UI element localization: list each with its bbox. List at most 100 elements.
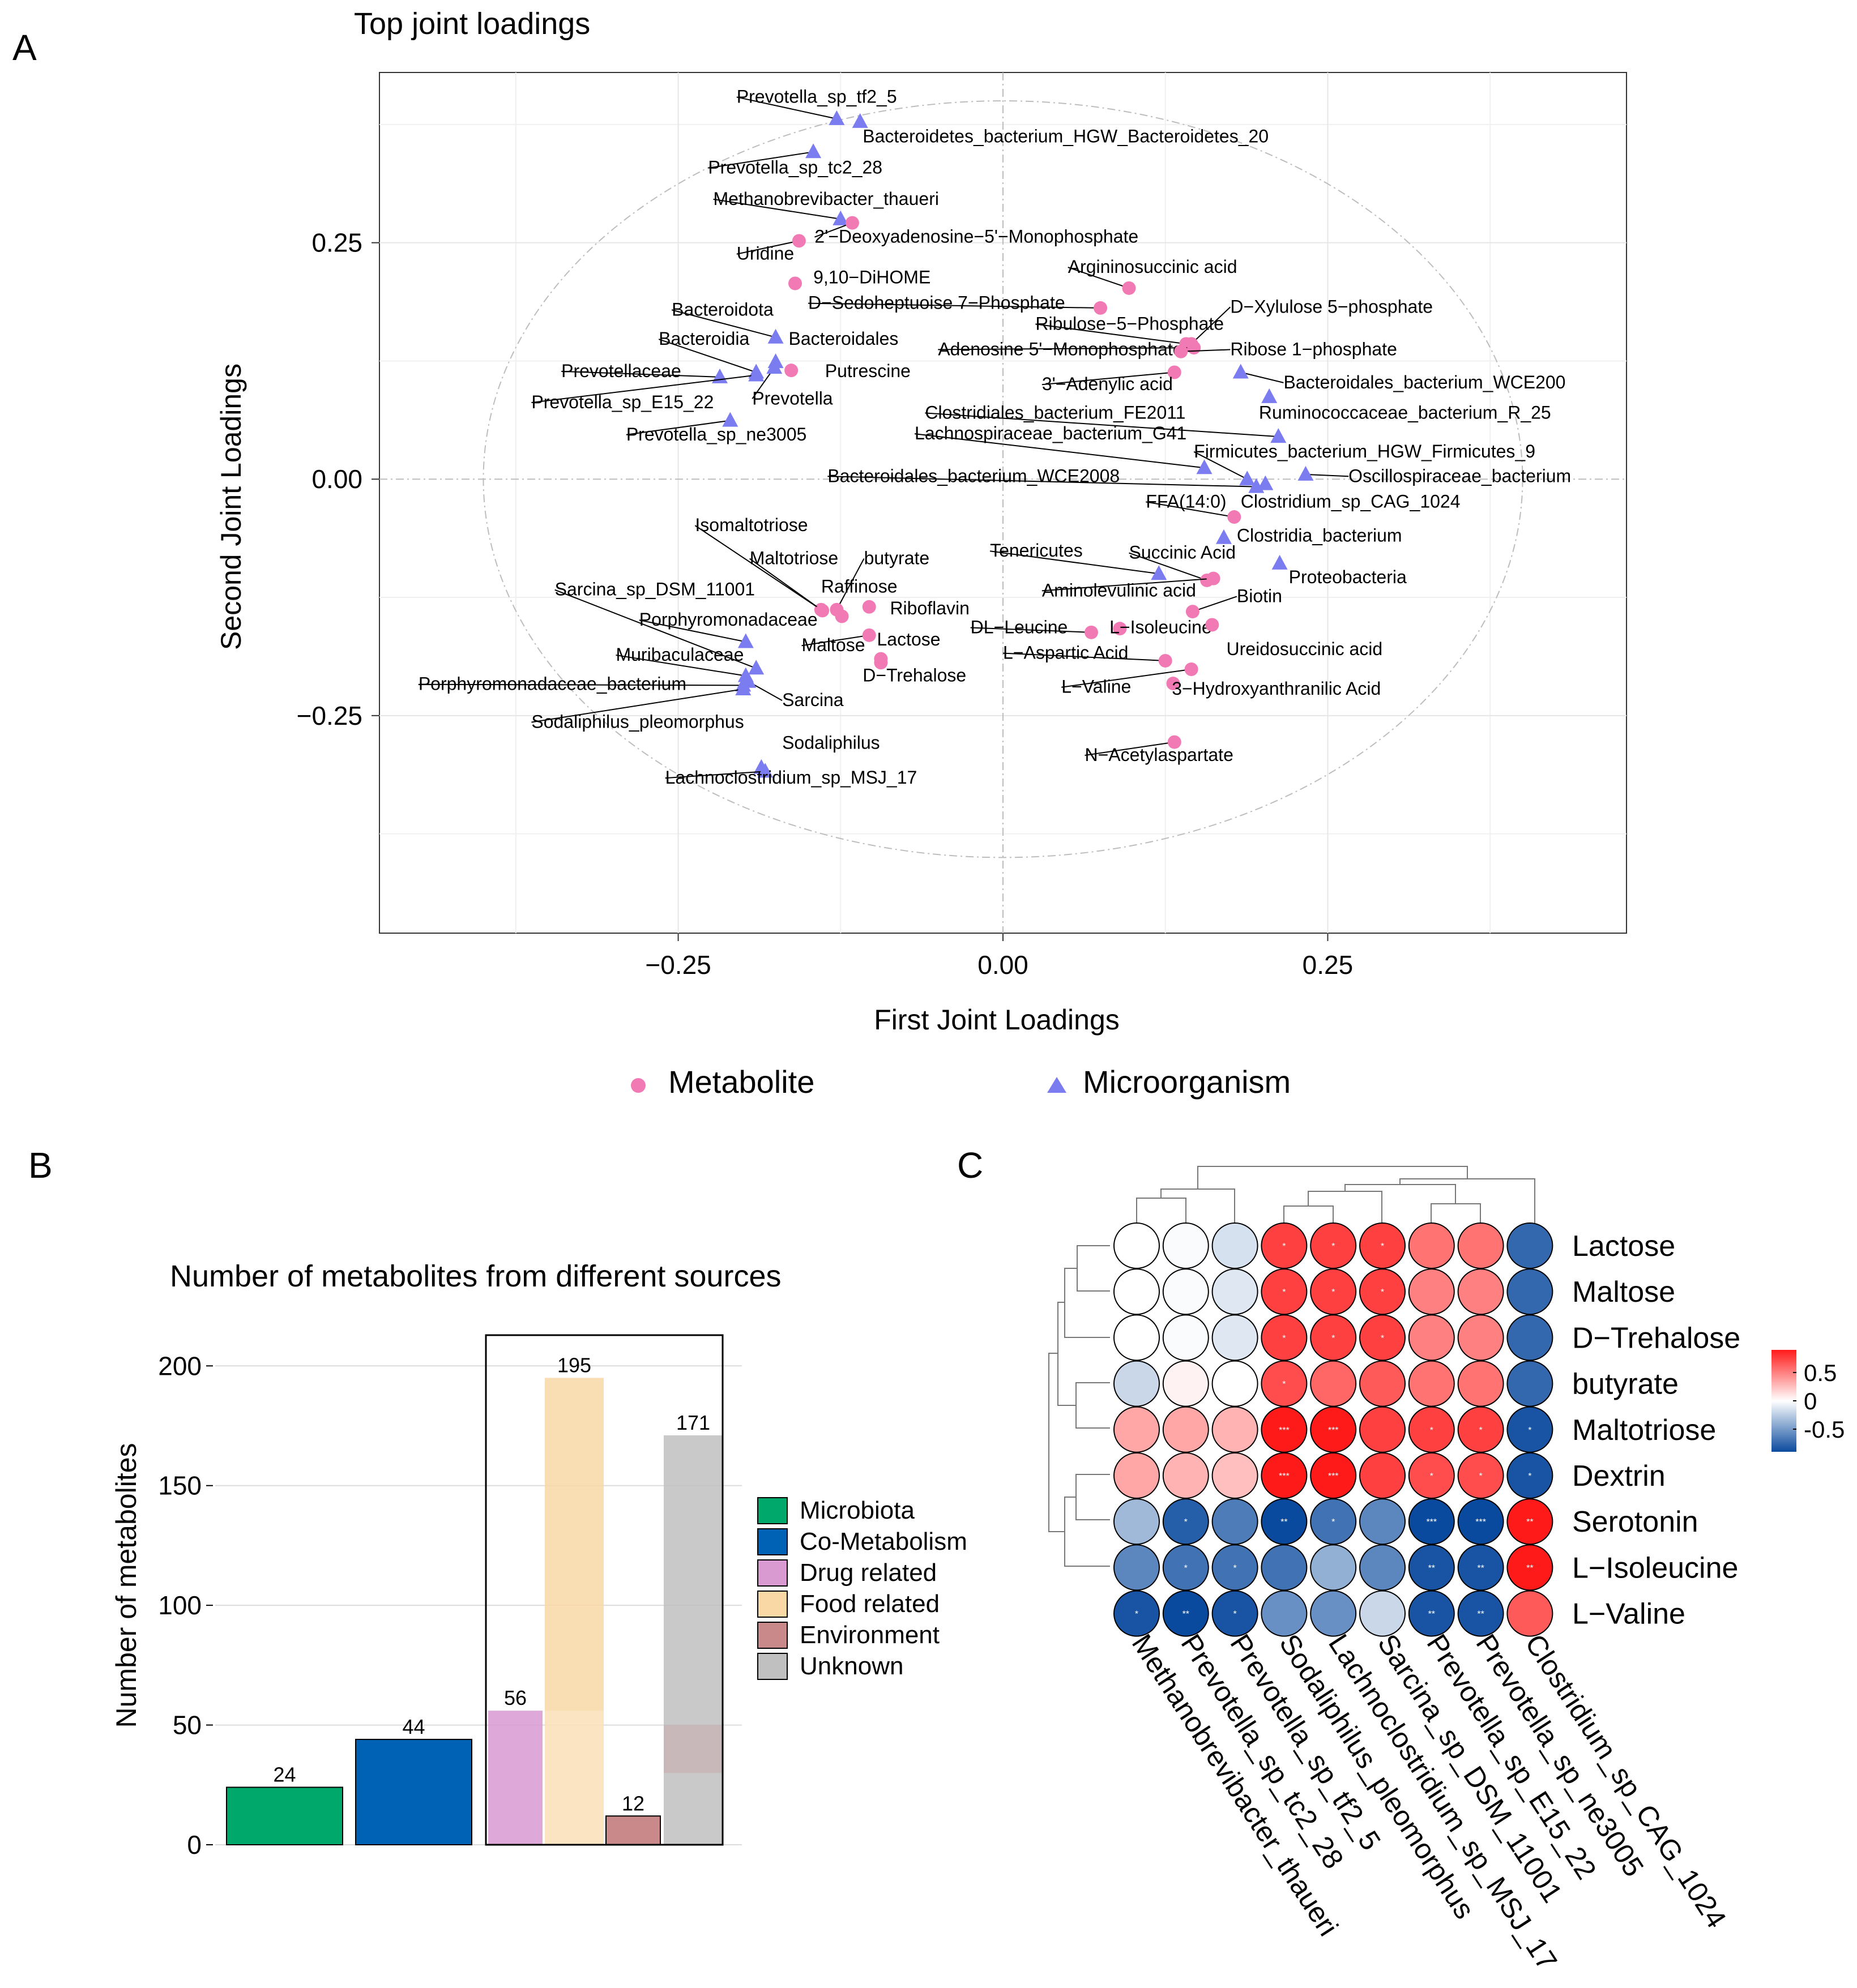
microorganism-point xyxy=(1215,529,1232,544)
bar-microbiota xyxy=(226,1786,343,1846)
microorganism-point xyxy=(833,210,849,225)
heatmap-significance: *** xyxy=(1475,1517,1486,1527)
bar-legend-label: Food related xyxy=(800,1590,940,1618)
point-label: Raffinose xyxy=(821,576,898,597)
heatmap-cell xyxy=(1162,1406,1209,1453)
point-leader-line xyxy=(938,347,1194,350)
bar-legend-swatch xyxy=(757,1653,788,1680)
heatmap-cell xyxy=(1162,1222,1209,1269)
heatmap-cell xyxy=(1359,1590,1406,1637)
point-leader-line xyxy=(808,302,1101,309)
scatter-x-axis-title: First Joint Loadings xyxy=(874,1004,1120,1036)
microorganism-point xyxy=(1257,475,1274,490)
heatmap-significance: ** xyxy=(1526,1563,1533,1573)
point-leader-line xyxy=(1002,652,1166,661)
point-label: Oscillospiraceae_bacterium xyxy=(1348,465,1571,486)
point-label: Aminolevulinic acid xyxy=(1042,580,1196,600)
bar-co-metabolism xyxy=(355,1738,472,1846)
bar-value-label: 195 xyxy=(557,1353,591,1376)
heatmap-color-legend: 0.50-0.5 xyxy=(1771,1350,1845,1452)
heatmap-cell xyxy=(1113,1590,1160,1637)
heatmap-cell xyxy=(1211,1452,1258,1499)
point-label: Ribulose−5−Phosphate xyxy=(1035,313,1224,334)
point-leader-line xyxy=(1192,596,1237,613)
heatmap-significance: * xyxy=(1430,1472,1433,1481)
point-label: Lachnospiraceae_bacterium_G41 xyxy=(915,423,1186,443)
heatmap-cell xyxy=(1506,1222,1553,1269)
scatter-x-tick-label: −0.25 xyxy=(645,950,711,980)
bar-y-tick-label: 200 xyxy=(158,1351,202,1380)
metabolite-point xyxy=(1122,281,1136,295)
point-leader-line xyxy=(836,558,865,610)
colorbar-tick-label: 0.5 xyxy=(1804,1359,1837,1386)
heatmap-cell xyxy=(1457,1222,1504,1269)
heatmap-cell xyxy=(1457,1314,1504,1361)
point-label: Sodaliphilus xyxy=(782,732,880,753)
point-label: 2'−Deoxyadenosine−5'−Monophosphate xyxy=(814,226,1138,247)
point-label: N−Acetylaspartate xyxy=(1085,745,1233,765)
panel-a: A Top joint loadings −0.25 0.00 0.25 −0.25 0… xyxy=(12,7,1627,1100)
bar-y-tick-label: 100 xyxy=(158,1591,202,1620)
microorganism-point xyxy=(852,113,868,128)
heatmap-cell xyxy=(1359,1544,1406,1591)
metabolite-point xyxy=(1113,622,1127,636)
heatmap-cell xyxy=(1457,1590,1504,1637)
panel-c-letter: C xyxy=(957,1145,983,1186)
bar-value-label: 12 xyxy=(622,1792,644,1815)
point-label: Riboflavin xyxy=(890,598,970,618)
microorganism-point xyxy=(1239,471,1256,486)
point-leader-line xyxy=(1041,578,1214,592)
point-leader-line xyxy=(665,771,766,779)
point-label: Maltose xyxy=(801,635,865,655)
metabolite-point xyxy=(1205,618,1219,632)
metabolite-point xyxy=(1167,365,1181,379)
heatmap-cell xyxy=(1506,1452,1553,1499)
heatmap-significance: * xyxy=(1282,1333,1286,1343)
metabolite-point xyxy=(845,216,859,230)
scatter-x-tick-label: 0.00 xyxy=(977,950,1028,980)
heatmap-colorbar xyxy=(1771,1350,1796,1452)
heatmap-significance: * xyxy=(1135,1610,1138,1619)
point-leader-line xyxy=(827,476,1257,488)
point-label: Bacteroidia xyxy=(659,328,749,349)
bar-highlight-box xyxy=(485,1334,724,1846)
heatmap-cell xyxy=(1359,1360,1406,1407)
heatmap-significance: ** xyxy=(1526,1517,1533,1527)
microorganism-point xyxy=(735,681,752,696)
heatmap-significance: * xyxy=(1479,1426,1482,1435)
heatmap-cell xyxy=(1506,1268,1553,1315)
point-label: Bacteroidetes_bacterium_HGW_Bacteroidete… xyxy=(863,126,1269,147)
bar-legend-swatch xyxy=(757,1591,788,1618)
scatter-y-tick-label: 0.00 xyxy=(311,464,362,494)
heatmap-cell xyxy=(1408,1268,1455,1315)
heatmap-row-label: Serotonin xyxy=(1572,1506,1698,1538)
bar-unknown xyxy=(664,1435,723,1845)
heatmap-cell xyxy=(1457,1498,1504,1545)
point-label: Methanobrevibacter_thaueri xyxy=(713,189,938,209)
heatmap-cell xyxy=(1162,1498,1209,1545)
heatmap-cell xyxy=(1310,1360,1357,1407)
heatmap-row-label: butyrate xyxy=(1572,1368,1679,1401)
legend-metabolite-symbol xyxy=(631,1078,646,1093)
heatmap-cell xyxy=(1506,1590,1553,1637)
microorganism-point xyxy=(1196,459,1213,474)
scatter-points: Prevotella_sp_tf2_5 Bacteroidetes_bacteri… xyxy=(418,86,1571,788)
heatmap-significance: * xyxy=(1528,1426,1531,1435)
point-label: Prevotella_sp_tf2_5 xyxy=(737,86,897,106)
heatmap-cell xyxy=(1359,1268,1406,1315)
point-label: Sarcina xyxy=(782,690,844,710)
heatmap-significance: * xyxy=(1381,1242,1384,1251)
heatmap-significance: *** xyxy=(1426,1517,1437,1527)
microorganism-point xyxy=(766,359,783,374)
bar-legend: Microbiota Co-Metabolism Drug related Food … xyxy=(757,1497,967,1680)
colorbar-tick-label: -0.5 xyxy=(1804,1416,1845,1443)
point-leader-line xyxy=(694,525,822,610)
heatmap-cell xyxy=(1113,1222,1160,1269)
heatmap-significance: *** xyxy=(1279,1472,1290,1481)
metabolite-point xyxy=(792,234,806,248)
microorganism-point xyxy=(1270,428,1287,443)
heatmap-row-label: L−Isoleucine xyxy=(1572,1551,1738,1584)
heatmap-cell xyxy=(1457,1544,1504,1591)
heatmap-significance: * xyxy=(1233,1610,1236,1619)
heatmap-cell xyxy=(1162,1360,1209,1407)
